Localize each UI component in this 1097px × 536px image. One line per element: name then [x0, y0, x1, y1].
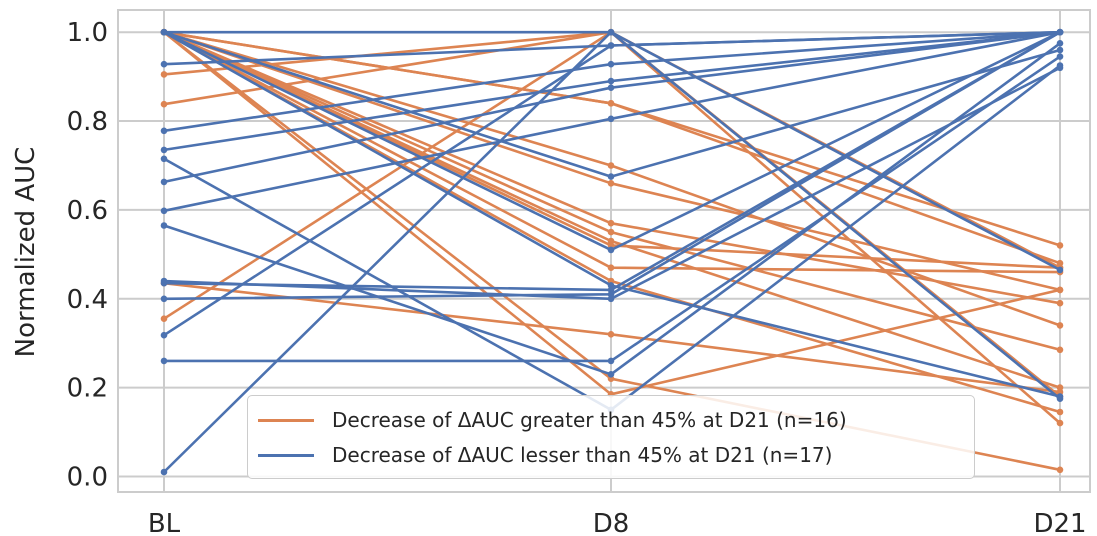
data-point: [607, 115, 615, 123]
x-tick-label: D21: [1033, 509, 1086, 536]
plot-frame: [117, 9, 1091, 493]
data-point: [160, 207, 168, 215]
data-point: [1056, 46, 1064, 54]
y-tick-label: 0.8: [67, 107, 108, 137]
legend: Decrease of ΔAUC greater than 45% at D21…: [247, 395, 975, 479]
data-point: [607, 264, 615, 272]
data-point: [1056, 408, 1064, 416]
data-point: [160, 60, 168, 68]
data-point: [1056, 53, 1064, 60]
data-point: [607, 77, 615, 85]
data-point: [1056, 28, 1064, 36]
data-point: [1056, 266, 1064, 274]
data-point: [607, 371, 615, 378]
data-point: [160, 71, 168, 78]
data-point: [160, 222, 168, 229]
data-point: [607, 42, 615, 49]
legend-swatch-greater: [258, 418, 314, 422]
x-tick-label: D8: [593, 509, 630, 536]
data-point: [607, 331, 615, 338]
data-point: [607, 84, 615, 91]
data-point: [160, 127, 168, 135]
data-point: [1056, 395, 1064, 403]
data-point: [607, 100, 615, 107]
legend-label-lesser: Decrease of ΔAUC lesser than 45% at D21 …: [332, 443, 833, 467]
series-layer: [160, 28, 1064, 476]
data-point: [607, 246, 615, 254]
data-point: [160, 178, 168, 186]
data-point: [1056, 322, 1064, 329]
data-point: [1056, 419, 1064, 427]
data-point: [1056, 466, 1064, 474]
y-tick-label: 0.6: [67, 196, 108, 226]
data-point: [160, 468, 168, 476]
data-point: [1056, 242, 1064, 249]
legend-label-greater: Decrease of ΔAUC greater than 45% at D21…: [332, 408, 847, 432]
y-tick-label: 0.0: [67, 462, 108, 492]
data-point: [1056, 299, 1064, 307]
data-point: [160, 100, 168, 108]
data-point: [607, 282, 615, 289]
data-point: [160, 277, 168, 285]
data-point: [160, 28, 168, 36]
legend-swatch-lesser: [258, 453, 314, 457]
data-point: [160, 146, 168, 154]
data-point: [607, 219, 615, 227]
data-point: [1056, 62, 1064, 69]
data-point: [607, 295, 615, 303]
legend-item-greater: Decrease of ΔAUC greater than 45% at D21…: [258, 404, 847, 436]
data-point: [607, 173, 615, 180]
data-point: [160, 315, 168, 323]
data-point: [607, 28, 615, 36]
legend-item-lesser: Decrease of ΔAUC lesser than 45% at D21 …: [258, 439, 832, 471]
data-point: [607, 357, 615, 365]
data-point: [160, 155, 168, 163]
series-1: [160, 28, 1064, 476]
data-point: [607, 60, 615, 68]
tick-labels: 0.0 0.2 0.4 0.6 0.8 1.0 BL D8 D21: [67, 18, 1087, 536]
data-point: [1056, 346, 1064, 354]
x-tick-label: BL: [148, 509, 181, 536]
data-point: [607, 180, 615, 187]
data-point: [1056, 286, 1064, 294]
data-point: [160, 331, 168, 339]
data-point: [1056, 40, 1064, 47]
y-tick-label: 0.4: [67, 285, 108, 315]
data-point: [607, 228, 615, 236]
y-axis-label: Normalized AUC: [11, 147, 41, 358]
data-point: [607, 162, 615, 169]
y-tick-label: 0.2: [67, 374, 108, 404]
y-tick-label: 1.0: [67, 18, 108, 48]
data-point: [160, 295, 168, 303]
data-point: [160, 357, 168, 365]
